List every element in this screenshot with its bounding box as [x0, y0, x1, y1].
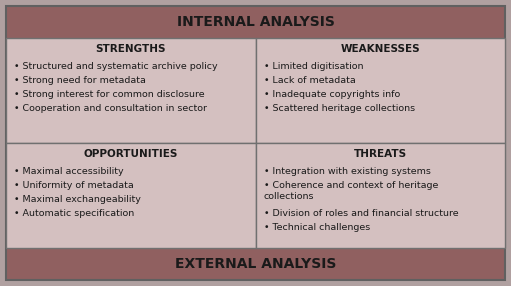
Text: • Technical challenges: • Technical challenges — [264, 223, 370, 232]
Text: EXTERNAL ANALYSIS: EXTERNAL ANALYSIS — [175, 257, 336, 271]
Text: • Maximal accessibility: • Maximal accessibility — [14, 167, 124, 176]
Text: • Division of roles and financial structure: • Division of roles and financial struct… — [264, 209, 458, 218]
Bar — [256, 38, 505, 143]
Text: INTERNAL ANALYSIS: INTERNAL ANALYSIS — [177, 15, 334, 29]
Text: • Coherence and context of heritage
collections: • Coherence and context of heritage coll… — [264, 181, 438, 201]
Text: • Inadequate copyrights info: • Inadequate copyrights info — [264, 90, 400, 99]
Text: • Structured and systematic archive policy: • Structured and systematic archive poli… — [14, 62, 218, 71]
Text: WEAKNESSES: WEAKNESSES — [340, 44, 420, 54]
Text: STRENGTHS: STRENGTHS — [96, 44, 166, 54]
Bar — [6, 143, 256, 248]
Text: • Strong interest for common disclosure: • Strong interest for common disclosure — [14, 90, 204, 99]
Text: • Uniformity of metadata: • Uniformity of metadata — [14, 181, 134, 190]
Text: • Automatic specification: • Automatic specification — [14, 209, 134, 218]
Text: • Strong need for metadata: • Strong need for metadata — [14, 76, 146, 85]
Bar — [256, 143, 505, 248]
Bar — [6, 38, 256, 143]
Text: • Cooperation and consultation in sector: • Cooperation and consultation in sector — [14, 104, 207, 113]
Text: • Scattered heritage collections: • Scattered heritage collections — [264, 104, 414, 113]
Text: • Integration with existing systems: • Integration with existing systems — [264, 167, 430, 176]
Text: THREATS: THREATS — [354, 149, 407, 159]
Text: • Limited digitisation: • Limited digitisation — [264, 62, 363, 71]
Text: • Maximal exchangeability: • Maximal exchangeability — [14, 195, 141, 204]
Text: • Lack of metadata: • Lack of metadata — [264, 76, 355, 85]
Text: OPPORTUNITIES: OPPORTUNITIES — [84, 149, 178, 159]
